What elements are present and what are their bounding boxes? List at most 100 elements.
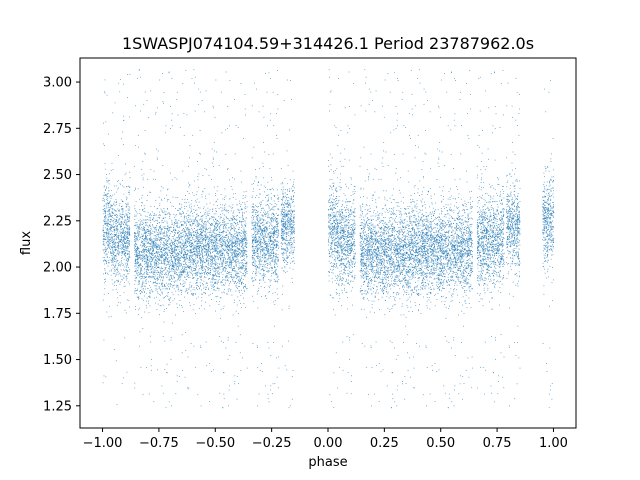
data-point <box>167 259 169 260</box>
data-point <box>111 162 113 164</box>
data-point <box>222 279 224 281</box>
data-point <box>222 274 224 276</box>
data-point <box>106 195 107 196</box>
data-point <box>215 223 216 224</box>
data-point <box>195 246 197 248</box>
data-point <box>220 237 222 238</box>
data-point <box>215 264 216 265</box>
data-point <box>134 246 136 248</box>
data-point <box>181 292 182 293</box>
data-point <box>148 247 149 249</box>
data-point <box>160 233 161 235</box>
data-point <box>218 267 219 268</box>
data-point <box>237 223 239 225</box>
data-point <box>156 248 158 249</box>
data-point <box>112 242 114 244</box>
data-point <box>175 238 176 240</box>
data-point <box>138 227 140 228</box>
data-point <box>127 228 129 230</box>
data-point <box>167 240 168 242</box>
data-point <box>115 223 117 225</box>
data-point <box>176 381 178 382</box>
data-point <box>232 256 233 258</box>
data-point <box>118 252 120 254</box>
data-point <box>196 243 198 245</box>
data-point <box>165 248 167 250</box>
data-point <box>189 242 190 243</box>
data-point <box>129 229 130 230</box>
data-point <box>149 292 151 293</box>
data-point <box>166 263 168 265</box>
data-point <box>159 214 161 216</box>
data-point <box>136 253 138 255</box>
data-point <box>108 239 110 241</box>
data-point <box>214 259 216 261</box>
data-point <box>179 231 180 232</box>
data-point <box>181 250 182 251</box>
data-point <box>199 91 201 93</box>
data-point <box>142 286 144 287</box>
data-point <box>218 252 220 254</box>
data-point <box>236 273 238 275</box>
data-point <box>123 245 124 247</box>
data-point <box>244 250 246 252</box>
data-point <box>214 235 216 236</box>
data-point <box>103 209 105 211</box>
data-point <box>111 253 113 254</box>
data-point <box>186 290 188 292</box>
data-point <box>114 241 116 243</box>
data-point <box>122 214 123 215</box>
data-point <box>120 281 121 283</box>
data-point <box>213 258 214 259</box>
data-point <box>198 219 200 221</box>
data-point <box>148 269 150 270</box>
data-point <box>213 232 214 234</box>
data-point <box>126 231 128 233</box>
data-point <box>105 376 107 378</box>
data-point <box>116 268 118 270</box>
data-point <box>121 260 122 261</box>
data-point <box>140 268 142 269</box>
data-point <box>188 222 189 223</box>
data-point <box>242 212 243 214</box>
data-point <box>206 229 208 230</box>
data-point <box>171 281 173 282</box>
data-point <box>183 113 185 114</box>
data-point <box>237 250 238 252</box>
data-point <box>145 281 147 282</box>
data-point <box>154 240 155 242</box>
data-point <box>151 257 153 259</box>
data-point <box>210 228 211 230</box>
data-point <box>163 311 165 312</box>
data-point <box>142 258 143 259</box>
data-point <box>189 271 191 273</box>
data-point <box>156 257 157 258</box>
data-point <box>137 134 139 136</box>
data-point <box>195 234 197 236</box>
data-point <box>226 252 228 253</box>
data-point <box>207 237 208 239</box>
data-point <box>193 222 195 224</box>
data-point <box>223 225 225 227</box>
data-point <box>192 275 193 277</box>
data-point <box>123 251 125 252</box>
data-point <box>176 280 178 282</box>
data-point <box>176 248 178 250</box>
data-point <box>123 240 125 242</box>
data-point <box>222 222 224 224</box>
data-point <box>161 199 163 201</box>
data-point <box>224 241 226 243</box>
data-point <box>150 249 151 251</box>
data-point <box>169 279 171 280</box>
data-point <box>213 166 214 167</box>
data-point <box>103 375 105 377</box>
data-point <box>186 253 188 255</box>
data-point <box>120 235 122 237</box>
data-point <box>163 222 164 223</box>
data-point <box>187 292 189 293</box>
data-point <box>169 235 170 237</box>
data-point <box>121 211 123 213</box>
data-point <box>121 279 123 281</box>
data-point <box>104 223 106 225</box>
data-point <box>137 78 138 79</box>
